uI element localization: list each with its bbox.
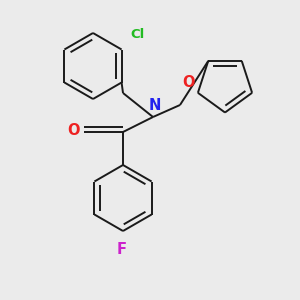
Text: N: N bbox=[148, 98, 161, 112]
Text: O: O bbox=[182, 75, 195, 90]
Text: Cl: Cl bbox=[130, 28, 145, 40]
Text: F: F bbox=[116, 242, 127, 256]
Text: O: O bbox=[67, 123, 80, 138]
